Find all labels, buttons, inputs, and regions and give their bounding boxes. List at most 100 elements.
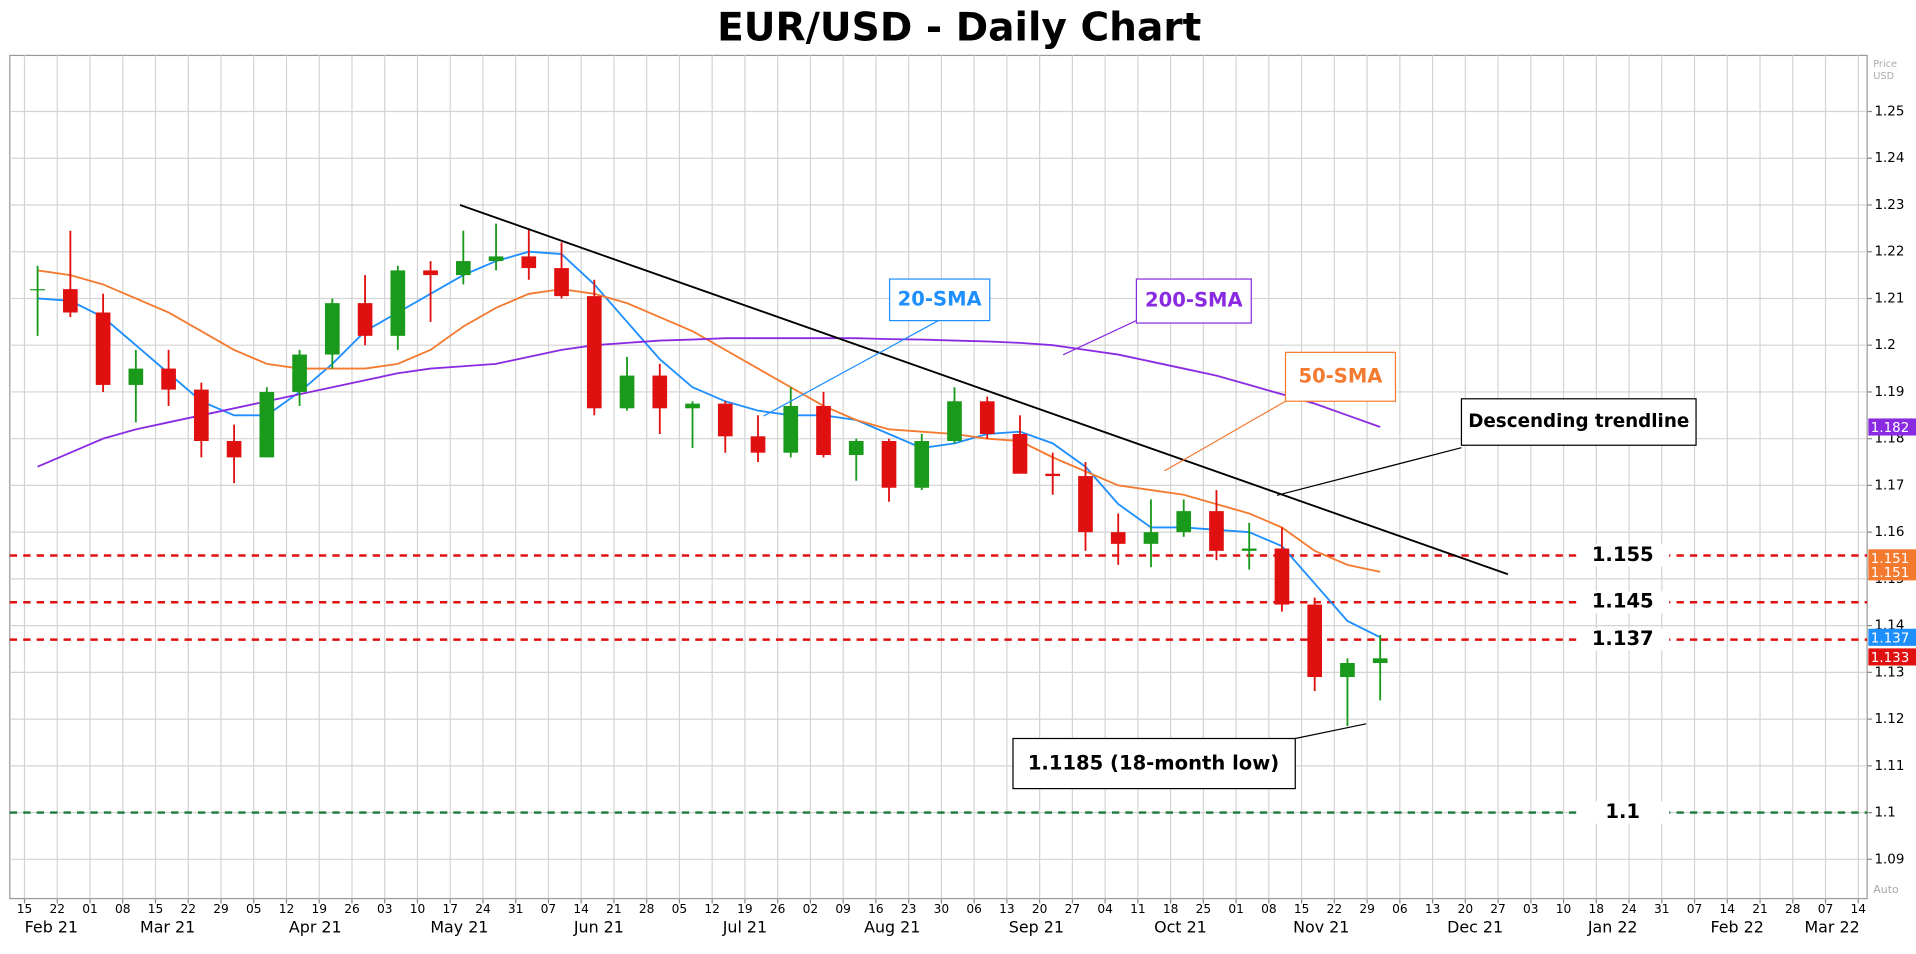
annotation: 50-SMA: [1298, 364, 1383, 387]
y-tick-label: 1.13: [1874, 665, 1904, 680]
candle-body: [259, 391, 275, 458]
leader-line: [1295, 723, 1367, 740]
x-tick-label: 28: [639, 902, 655, 916]
trendline: [459, 204, 1509, 576]
x-tick-label: 31: [1654, 902, 1670, 916]
leader-line: [1062, 320, 1137, 356]
candle-body: [226, 441, 242, 458]
axis-unit: Price: [1873, 59, 1897, 70]
month-label: Dec 21: [1447, 917, 1503, 936]
candle-body: [586, 296, 602, 409]
candle-body: [1241, 548, 1257, 551]
month-label: Mar 22: [1804, 917, 1859, 936]
x-tick-label: 14: [573, 902, 589, 916]
candle-body: [1078, 476, 1093, 533]
price-tag-label: 1.137: [1871, 632, 1909, 647]
candle-body: [488, 256, 504, 262]
x-tick-label: 19: [311, 902, 327, 916]
month-label: Feb 22: [1710, 917, 1763, 936]
x-tick-label: 26: [344, 902, 360, 916]
month-label: Oct 21: [1154, 917, 1207, 936]
x-tick-label: 07: [1687, 902, 1703, 916]
x-tick-label: 27: [1490, 902, 1506, 916]
level-label-bg: [1576, 544, 1670, 567]
leader-line: [763, 320, 939, 417]
x-tick-label: 13: [999, 902, 1015, 916]
candle-body: [292, 354, 307, 392]
x-tick-label: 10: [1556, 902, 1572, 916]
candle-body: [816, 405, 831, 456]
x-tick-label: 19: [737, 902, 753, 916]
candle-body: [1209, 511, 1224, 551]
x-tick-label: 18: [1163, 902, 1179, 916]
x-tick-label: 22: [49, 902, 65, 916]
x-tick-label: 10: [410, 902, 426, 916]
x-tick-label: 30: [934, 902, 950, 916]
x-tick-label: 27: [1065, 902, 1081, 916]
x-tick-label: 20: [1458, 902, 1474, 916]
x-tick-label: 08: [115, 902, 131, 916]
x-tick-label: 05: [672, 902, 688, 916]
axis-unit: USD: [1873, 71, 1894, 82]
candle-body: [161, 368, 176, 390]
y-tick-label: 1.25: [1874, 105, 1904, 120]
candle-body: [324, 303, 340, 355]
candle-body: [357, 303, 373, 336]
candle-body: [848, 441, 864, 456]
annotation-box: [888, 278, 991, 322]
annotation: 200-SMA: [1145, 289, 1243, 312]
x-tick-label: 13: [1425, 902, 1441, 916]
x-tick-label: 12: [279, 902, 295, 916]
price-tag-label: 1.182: [1871, 421, 1909, 436]
candle-body: [30, 289, 45, 291]
candle-body: [914, 441, 930, 488]
x-tick-label: 21: [1752, 902, 1768, 916]
x-tick-label: 07: [1818, 902, 1834, 916]
candle-body: [1307, 604, 1323, 678]
leader-line: [1164, 400, 1286, 472]
plot-area: [9, 54, 1868, 900]
sma-line: [37, 269, 1381, 573]
x-tick-label: 01: [82, 902, 98, 916]
y-tick-label: 1.21: [1874, 291, 1904, 306]
y-tick-label: 1.23: [1874, 198, 1904, 213]
candle-body: [1012, 434, 1028, 474]
annotation-box: [1012, 737, 1296, 790]
x-tick-label: 12: [704, 902, 720, 916]
candle-body: [783, 405, 799, 453]
candle-body: [1045, 473, 1061, 477]
annotation-box: [1135, 278, 1252, 324]
candle-body: [881, 441, 897, 488]
price-tag: [1868, 418, 1916, 436]
month-label: Mar 21: [140, 917, 195, 936]
candle-body: [521, 256, 537, 269]
x-tick-label: 25: [1196, 902, 1212, 916]
month-label: Jul 21: [722, 917, 767, 936]
level-label-bg: [1576, 801, 1670, 824]
month-label: Aug 21: [864, 917, 920, 936]
y-tick-label: 1.16: [1874, 525, 1904, 540]
y-tick-label: 1.22: [1874, 245, 1904, 260]
candle-body: [423, 270, 438, 276]
candle-body: [1340, 663, 1355, 678]
y-tick-label: 1.09: [1874, 852, 1904, 867]
annotation: Descending trendline: [1468, 411, 1689, 432]
level-label-bg: [1576, 591, 1670, 614]
x-tick-label: 06: [966, 902, 982, 916]
annotation: 20-SMA: [898, 287, 983, 310]
y-tick-label: 1.12: [1874, 712, 1904, 727]
y-tick-label: 1.17: [1874, 478, 1904, 493]
grid: 1.091.11.111.121.131.141.151.161.171.181…: [9, 55, 1904, 936]
level-label: 1.1: [1605, 800, 1640, 823]
x-tick-label: 11: [1130, 902, 1146, 916]
chart-title: EUR/USD - Daily Chart: [717, 5, 1201, 50]
month-label: Sep 21: [1009, 917, 1064, 936]
x-tick-label: 02: [803, 902, 819, 916]
candle-body: [652, 375, 668, 409]
x-tick-label: 07: [541, 902, 557, 916]
x-tick-label: 28: [1785, 902, 1801, 916]
candle-body: [979, 401, 995, 435]
candle-body: [1372, 658, 1388, 664]
